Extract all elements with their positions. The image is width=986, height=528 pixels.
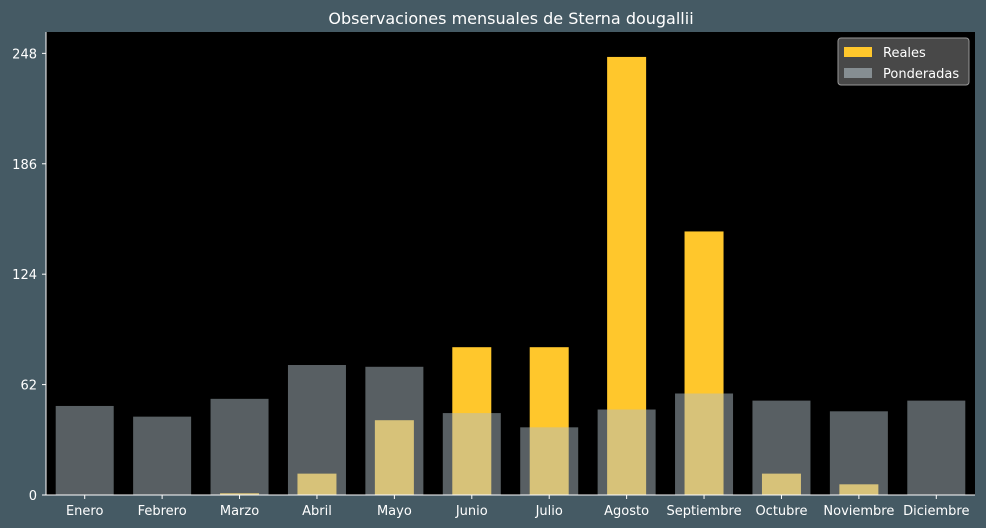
bar-ponderadas [907, 400, 966, 495]
x-tick-label: Febrero [138, 504, 187, 519]
x-tick-label: Junio [455, 504, 488, 519]
bar-ponderadas [675, 393, 734, 495]
x-tick-label: Enero [66, 504, 104, 519]
y-tick-label: 248 [12, 47, 37, 62]
axes: Enero Febrero Marzo Abril Mayo Junio Julio Agos… [12, 32, 975, 519]
bar-ponderadas [133, 416, 192, 495]
legend-label: Reales [883, 46, 926, 61]
y-tick-label: 0 [29, 489, 37, 504]
legend-swatch [844, 47, 872, 57]
bar-ponderadas [597, 409, 656, 495]
x-tick-label: Julio [535, 504, 563, 519]
x-tick-label: Diciembre [903, 504, 969, 519]
legend-label: Ponderadas [883, 67, 959, 82]
x-tick-label: Abril [302, 504, 332, 519]
x-tick-label: Marzo [220, 504, 259, 519]
y-tick-label: 124 [12, 268, 37, 283]
x-tick-label: Octubre [755, 504, 807, 519]
x-tick-label: Septiembre [666, 504, 741, 519]
bar-ponderadas [287, 365, 346, 495]
weighted-bars [55, 365, 966, 495]
bar-ponderadas [442, 413, 501, 495]
bar-ponderadas [55, 405, 114, 495]
y-tick-label: 186 [12, 158, 37, 173]
bar-ponderadas [520, 427, 579, 495]
legend: Reales Ponderadas [837, 37, 970, 86]
bar-ponderadas [752, 400, 811, 495]
bar-ponderadas [829, 411, 888, 495]
x-tick-label: Agosto [604, 504, 649, 519]
legend-swatch [844, 68, 872, 78]
plot-area [46, 32, 975, 495]
y-tick-label: 62 [20, 379, 37, 394]
chart-title: Observaciones mensuales de Sterna dougal… [328, 9, 693, 28]
bar-ponderadas [365, 366, 424, 495]
x-tick-label: Mayo [377, 504, 412, 519]
bar-ponderadas [210, 398, 269, 495]
x-tick-label: Noviembre [823, 504, 894, 519]
